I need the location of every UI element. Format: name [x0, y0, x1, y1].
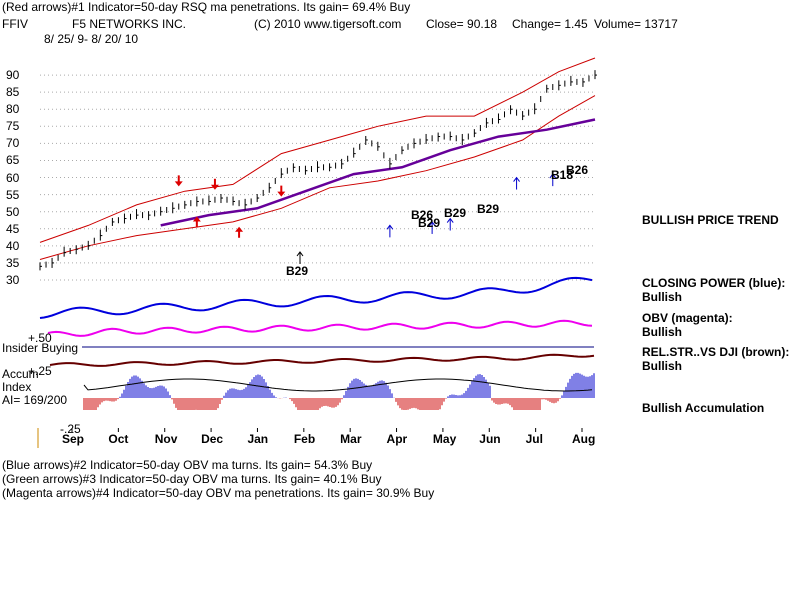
obv-status: Bullish: [642, 325, 683, 339]
ai-label: AI= 169/200: [2, 393, 68, 407]
red-sell-arrowhead: [210, 184, 219, 190]
gridlines: [37, 74, 595, 448]
price-trend-label: BULLISH PRICE TREND: [642, 213, 779, 227]
month-label: Mar: [340, 432, 362, 446]
blue-buy-arrowhead: [513, 176, 520, 182]
chart-marks: [39, 57, 597, 410]
y-tick-label: 50: [6, 204, 20, 219]
upper-band: [39, 57, 596, 243]
closing-power-label: CLOSING POWER (blue):: [642, 276, 786, 290]
month-label: Oct: [108, 432, 129, 446]
closing-power-status: Bullish: [642, 290, 683, 304]
signal-b26-apr: B26: [411, 208, 434, 222]
indicator-1-caption: (Red arrows)#1 Indicator=50-day RSQ ma p…: [2, 0, 411, 14]
y-tick-label: 55: [6, 187, 20, 202]
date-range: 8/ 25/ 9- 8/ 20/ 10: [44, 32, 139, 46]
month-label: Nov: [154, 432, 178, 446]
indicator-3-caption: (Green arrows)#3 Indicator=50-day OBV ma…: [2, 472, 382, 486]
month-label: Sep: [62, 432, 85, 446]
month-label: Aug: [572, 432, 596, 446]
month-label: Feb: [293, 432, 316, 446]
lower-band: [39, 95, 596, 260]
signal-b26-jul: B26: [566, 163, 589, 177]
blue-buy-arrowhead: [386, 224, 394, 230]
y-tick-label: 40: [6, 238, 20, 253]
signal-b29-dec: B29: [286, 264, 309, 278]
plus-25-label: +.25: [28, 364, 52, 378]
signal-b18: B18: [551, 168, 574, 182]
y-tick-label: 30: [6, 273, 20, 287]
indicator-4-caption: (Magenta arrows)#4 Indicator=50-day OBV …: [2, 486, 435, 500]
red-sell-arrowhead: [277, 191, 286, 197]
blue-buy-arrowhead: [428, 221, 436, 227]
signal-b29-jun: B29: [477, 202, 500, 216]
obv-label: OBV (magenta):: [642, 311, 733, 325]
red-buy-arrowhead: [235, 226, 244, 232]
indicator-2-caption: (Blue arrows)#2 Indicator=50-day OBV ma …: [2, 458, 373, 472]
index-label: Index: [2, 380, 32, 394]
y-tick-label: 70: [6, 136, 20, 151]
rel-strength-line: [49, 353, 595, 367]
blue-buy-arrowhead: [549, 173, 557, 179]
y-tick-label: 90: [6, 68, 20, 83]
insider-buying-label: Insider Buying: [2, 341, 79, 355]
month-label: May: [432, 432, 457, 446]
copyright: (C) 2010 www.tigersoft.com: [254, 17, 402, 31]
company-name: F5 NETWORKS INC.: [72, 17, 187, 31]
month-label: Jul: [525, 432, 543, 446]
blue-buy-arrowhead: [446, 217, 454, 223]
black-buy-arrowhead: [296, 251, 304, 257]
y-tick-label: 65: [6, 153, 20, 168]
ticker-symbol: FFIV: [2, 17, 28, 31]
closing-power-line: [39, 276, 593, 319]
month-label: Jan: [247, 432, 269, 446]
volume-value: Volume= 13717: [594, 17, 678, 31]
red-sell-arrowhead: [174, 181, 183, 187]
obv-line: [47, 319, 593, 337]
y-tick-label: 80: [6, 102, 20, 117]
moving-average: [160, 118, 596, 227]
y-tick-label: 35: [6, 255, 20, 270]
month-label: Apr: [386, 432, 408, 446]
accum-ma-line: [83, 378, 593, 392]
close-value: Close= 90.18: [426, 17, 498, 31]
month-label: Dec: [201, 432, 224, 446]
change-value: Change= 1.45: [512, 17, 588, 31]
rel-strength-label: REL.STR..VS DJI (brown):: [642, 345, 790, 359]
minus-25-label: -.25: [60, 422, 81, 436]
y-tick-label: 45: [6, 221, 20, 236]
accumulation-status: Bullish Accumulation: [642, 401, 765, 415]
rel-strength-status: Bullish: [642, 359, 683, 373]
signal-b29-may: B29: [444, 206, 467, 220]
y-tick-label: 85: [6, 85, 20, 100]
plus-50-label: +.50: [28, 331, 52, 345]
month-label: Jun: [479, 432, 501, 446]
red-buy-arrowhead: [192, 216, 201, 222]
y-tick-label: 75: [6, 119, 20, 134]
signal-b29-apr: B29: [418, 216, 441, 230]
accum-label: Accum: [2, 367, 39, 381]
y-tick-label: 60: [6, 170, 20, 185]
